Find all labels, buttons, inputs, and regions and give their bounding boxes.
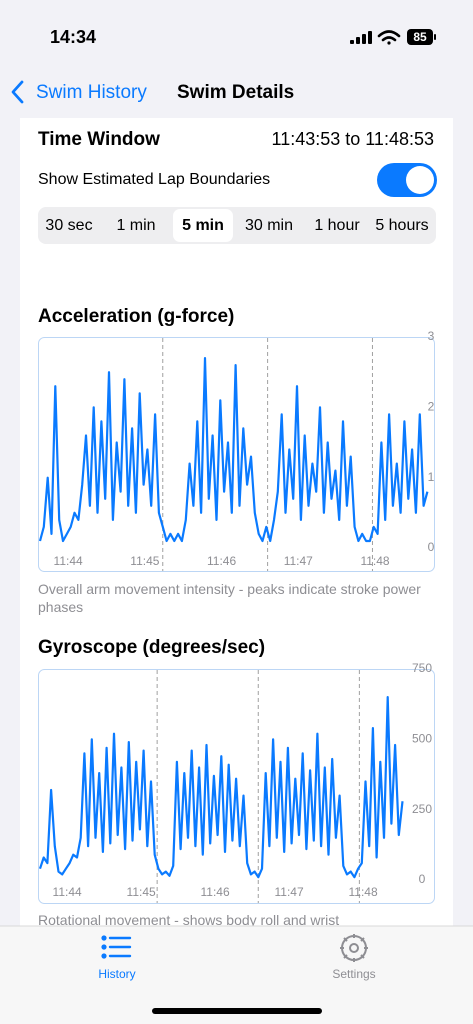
section-title: Time Window <box>38 129 160 150</box>
chart-title: Acceleration (g-force) <box>38 306 234 327</box>
chart-caption: Rotational movement - shows body roll an… <box>38 912 340 928</box>
y-tick-label: 0 <box>419 872 426 886</box>
status-time: 14:34 <box>50 27 96 47</box>
x-tick-label: 11:48 <box>349 885 378 899</box>
card <box>20 118 453 948</box>
x-tick-label: 11:46 <box>201 885 230 899</box>
history-icon[interactable] <box>101 935 132 959</box>
x-tick-label: 11:47 <box>284 554 313 568</box>
time-range: 11:43:53 to 11:48:53 <box>272 129 434 149</box>
tab-label[interactable]: Settings <box>332 967 375 981</box>
x-tick-label: 11:44 <box>54 554 83 568</box>
battery-level: 85 <box>413 30 427 44</box>
caption-box: Rotational movement - shows body roll an… <box>38 912 340 928</box>
segmented-control <box>38 207 436 244</box>
y-tick-label: 1 <box>428 470 435 484</box>
battery <box>407 29 433 45</box>
caption-box: Overall arm movement intensity - peaks i… <box>38 581 421 615</box>
tab-bar <box>0 926 473 1024</box>
y-tick-label: 500 <box>412 732 432 746</box>
segment[interactable]: 30 min <box>245 217 293 234</box>
chart-title: Gyroscope (degrees/sec) <box>38 637 265 658</box>
back-button[interactable]: Swim History <box>36 82 147 103</box>
y-tick-label: 3 <box>428 329 435 343</box>
settings-icon[interactable] <box>340 934 368 962</box>
segment[interactable]: 5 hours <box>375 217 428 234</box>
tab-label[interactable]: History <box>98 967 135 981</box>
back-chevron[interactable] <box>11 80 24 104</box>
chart-caption: Overall arm movement intensity - peaks i… <box>38 581 421 615</box>
y-tick-label: 2 <box>428 400 435 414</box>
x-tick-label: 11:47 <box>275 885 304 899</box>
y-tick-label: 250 <box>412 802 432 816</box>
segment[interactable]: 30 sec <box>45 217 92 234</box>
data-line <box>38 357 429 543</box>
toggle-label: Show Estimated Lap Boundaries <box>38 171 270 188</box>
segment[interactable]: 1 hour <box>314 217 360 234</box>
wifi-icon <box>377 30 401 45</box>
x-tick-label: 11:45 <box>130 554 159 568</box>
x-tick-label: 11:46 <box>207 554 236 568</box>
home-indicator <box>152 1008 322 1014</box>
segment[interactable]: 5 min <box>182 217 224 234</box>
x-tick-label: 11:45 <box>127 885 156 899</box>
segment[interactable]: 1 min <box>116 217 155 234</box>
y-tick-label: 750 <box>412 661 432 675</box>
data-line <box>38 696 404 879</box>
chart-frame <box>38 669 435 904</box>
chart-frame <box>38 337 435 572</box>
battery-tip <box>434 34 436 40</box>
segment-selected <box>173 209 233 242</box>
x-tick-label: 11:48 <box>360 554 389 568</box>
signal-icon <box>350 31 372 44</box>
x-tick-label: 11:44 <box>53 885 82 899</box>
nav-title: Swim Details <box>177 82 294 103</box>
toggle-knob <box>406 166 434 194</box>
y-tick-label: 0 <box>428 540 435 554</box>
